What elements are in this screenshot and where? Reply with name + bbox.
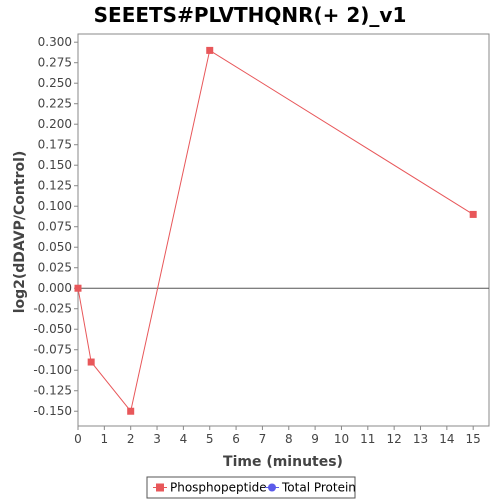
x-tick-label: 5 — [206, 432, 214, 446]
y-axis-label: log2(dDAVP/Control) — [12, 151, 28, 314]
y-tick-label: 0.275 — [38, 56, 72, 70]
x-tick-label: 0 — [74, 432, 82, 446]
y-tick-label: 0.100 — [38, 199, 72, 213]
plot-area: -0.150 -0.125 -0.100 -0.075 -0.050 -0.025 0.00… — [33, 33, 490, 446]
y-tick-label: -0.025 — [33, 302, 72, 316]
y-tick-label: 0.200 — [38, 117, 72, 131]
x-tick-label: 12 — [387, 432, 402, 446]
plot-frame — [77, 33, 490, 427]
legend-label: Phosphopeptide — [170, 481, 267, 495]
y-tick-label: -0.150 — [33, 404, 72, 418]
legend-label: Total Protein — [281, 481, 356, 495]
data-point — [206, 46, 214, 54]
x-tick-label: 11 — [360, 432, 375, 446]
x-tick-label: 8 — [285, 432, 293, 446]
data-point — [74, 284, 82, 292]
y-tick-label: 0.300 — [38, 35, 72, 49]
y-tick-label: 0.250 — [38, 76, 72, 90]
x-tick-label: 7 — [259, 432, 267, 446]
y-tick-label: 0.150 — [38, 158, 72, 172]
y-tick-label: 0.050 — [38, 240, 72, 254]
x-tick-label: 10 — [334, 432, 349, 446]
y-tick-label: 0.075 — [38, 220, 72, 234]
data-point — [469, 210, 477, 218]
x-tick-label: 15 — [466, 432, 481, 446]
y-tick-label: -0.125 — [33, 384, 72, 398]
y-tick-label: 0.175 — [38, 138, 72, 152]
legend-marker — [268, 483, 276, 492]
legend: Phosphopeptide Total Protein — [146, 476, 356, 499]
legend-box — [146, 476, 356, 499]
y-tick-label: 0.000 — [38, 281, 72, 295]
chart-title: SEEETS#PLVTHQNR(+ 2)_v1 — [94, 3, 407, 27]
data-point — [127, 407, 135, 415]
x-tick-label: 4 — [180, 432, 188, 446]
x-tick-label: 3 — [153, 432, 161, 446]
x-tick-label: 13 — [413, 432, 428, 446]
legend-marker — [156, 483, 164, 492]
y-tick-label: 0.225 — [38, 97, 72, 111]
y-tick-label: 0.125 — [38, 179, 72, 193]
y-tick-label: -0.075 — [33, 343, 72, 357]
x-tick-label: 1 — [101, 432, 109, 446]
y-tick-label: -0.050 — [33, 322, 72, 336]
data-point — [87, 358, 95, 366]
y-tick-label: 0.025 — [38, 261, 72, 275]
x-tick-label: 9 — [311, 432, 319, 446]
x-tick-label: 14 — [439, 432, 454, 446]
x-tick-label: 6 — [232, 432, 240, 446]
x-axis-label: Time (minutes) — [223, 454, 343, 470]
x-tick-label: 2 — [127, 432, 135, 446]
y-tick-label: -0.100 — [33, 363, 72, 377]
